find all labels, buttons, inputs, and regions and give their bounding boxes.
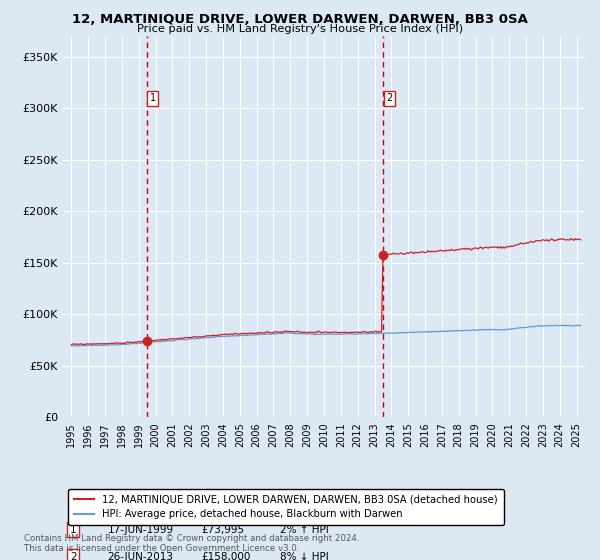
Text: £158,000: £158,000 [202,552,251,560]
Text: 2: 2 [386,93,392,103]
Text: 1: 1 [150,93,156,103]
Text: 2% ↑ HPI: 2% ↑ HPI [280,525,328,535]
Text: 8% ↓ HPI: 8% ↓ HPI [280,552,328,560]
Text: 12, MARTINIQUE DRIVE, LOWER DARWEN, DARWEN, BB3 0SA: 12, MARTINIQUE DRIVE, LOWER DARWEN, DARW… [72,13,528,26]
Text: 1: 1 [70,525,76,535]
Text: £73,995: £73,995 [202,525,244,535]
Text: 2: 2 [70,552,76,560]
Text: 26-JUN-2013: 26-JUN-2013 [107,552,173,560]
Text: Contains HM Land Registry data © Crown copyright and database right 2024.
This d: Contains HM Land Registry data © Crown c… [24,534,359,553]
Text: Price paid vs. HM Land Registry's House Price Index (HPI): Price paid vs. HM Land Registry's House … [137,24,463,34]
Legend: 12, MARTINIQUE DRIVE, LOWER DARWEN, DARWEN, BB3 0SA (detached house), HPI: Avera: 12, MARTINIQUE DRIVE, LOWER DARWEN, DARW… [68,489,503,525]
Text: 17-JUN-1999: 17-JUN-1999 [107,525,173,535]
